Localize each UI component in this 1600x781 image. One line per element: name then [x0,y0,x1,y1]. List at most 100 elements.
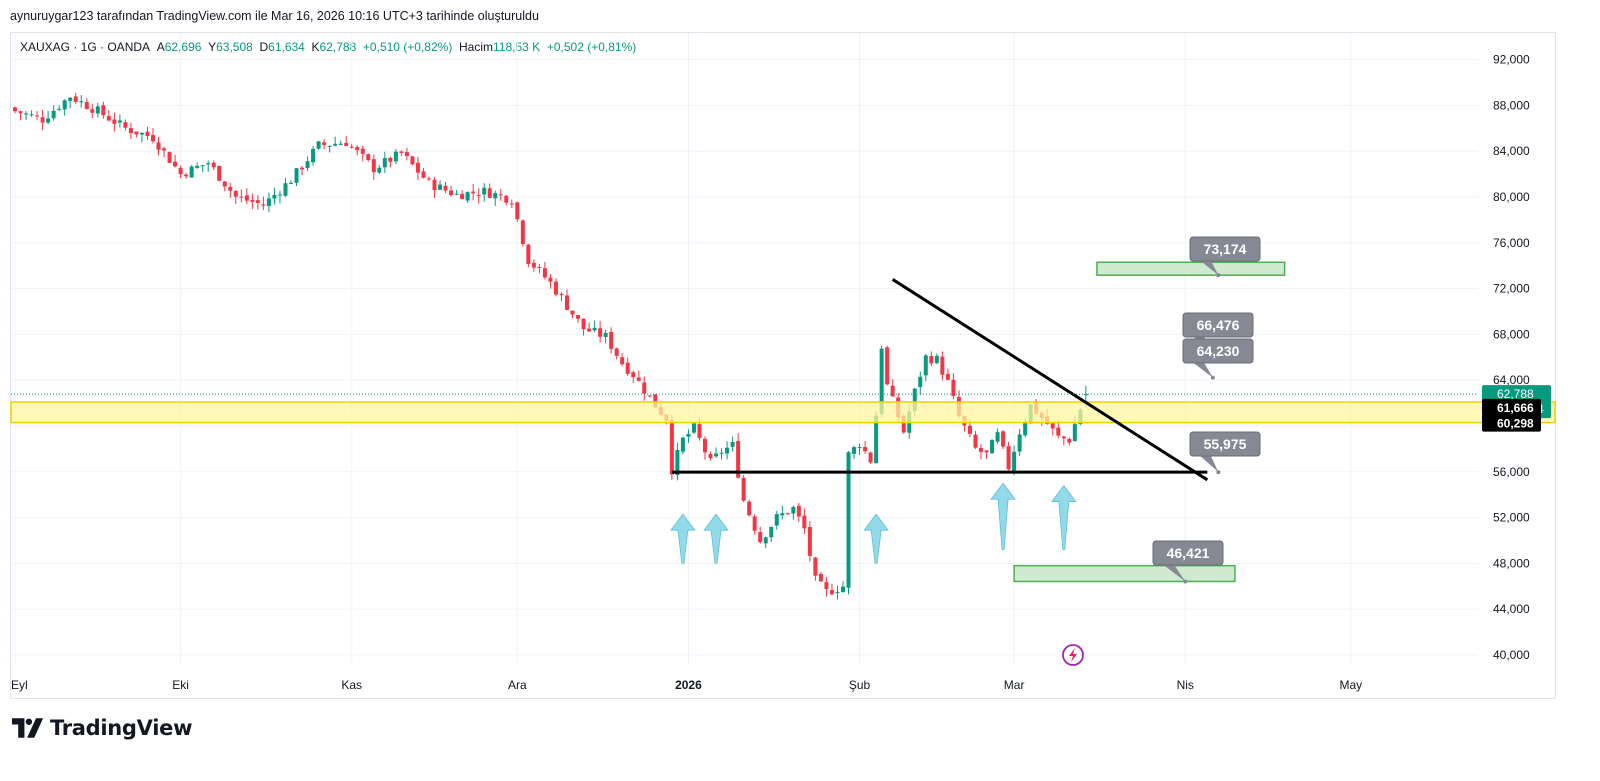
candle-body [548,277,553,282]
price-label: 60,298 [1497,417,1534,431]
callout-73-174: 73,174 [1189,236,1261,278]
candle-body [509,203,514,205]
up-arrow-2 [703,513,729,564]
callout-46-421: 46,421 [1152,540,1224,584]
candle-body [703,438,707,453]
y-tick-label: 48,000 [1493,556,1530,570]
x-tick-label: Nis [1177,678,1194,692]
candle-body [327,145,332,147]
tradingview-logo-icon [12,718,44,738]
y-tick-label: 92,000 [1493,53,1530,67]
candle-body [68,97,73,101]
candle-body [300,167,305,170]
callout-label: 46,421 [1167,545,1210,561]
candle-body [46,118,51,123]
symbol-legend: XAUXAG · 1G · OANDA A62,696 Y63,508 D61,… [20,40,636,54]
callout-box [1182,338,1254,364]
candle-body [244,195,249,201]
candle-body [399,151,404,153]
candle-body [145,131,150,137]
callout-pointer [1198,454,1219,473]
up-arrow-4 [990,482,1016,551]
candle-body [24,113,29,115]
candle-body [934,355,939,364]
candle-body [680,437,685,452]
up-arrow-3 [863,513,889,564]
candle-body [377,167,382,173]
candle-body [636,377,641,381]
candle-body [29,114,34,116]
candle-body [995,432,1000,442]
candle-body [791,507,796,514]
legend-symbol[interactable]: XAUXAG · 1G · OANDA [20,40,151,54]
legend-low-label: D [259,40,269,54]
target-box-1 [1096,261,1286,276]
candle-body [901,415,906,433]
candle-body [349,146,354,148]
candle-body [609,331,614,349]
candle-body [653,394,658,408]
candle-body [863,447,868,452]
candle-body [206,163,211,165]
candle-body [874,415,879,464]
tradingview-brand[interactable]: TradingView [12,716,192,740]
candle-body [454,193,459,195]
candle-body [747,501,752,516]
legend-low: 61,634 [268,40,305,54]
candle-body [763,537,768,544]
candle-body [818,573,823,582]
candle-body [1061,436,1066,439]
candle-body [553,281,558,295]
candle-body [929,356,934,364]
candle-body [322,142,327,145]
candle-body [360,148,365,154]
candle-body [708,454,713,459]
candle-body [128,128,133,134]
candle-body [1006,446,1011,470]
price-label: 61,666 [1497,401,1534,415]
candle-body [598,328,603,337]
candle-body [940,356,945,375]
legend-open-label: A [156,40,165,54]
candle-body [1072,424,1077,442]
candle-body [90,109,95,113]
candle-body [1023,421,1028,436]
up-arrow-1 [670,513,696,564]
candle-body [167,152,172,163]
candle-body [741,477,746,501]
candle-body [807,526,812,556]
candle-body [184,174,189,177]
candle-body [498,194,503,196]
candle-body [945,373,950,380]
legend-high: 63,508 [216,40,253,54]
callout-box [1152,540,1224,566]
candle-body [912,388,917,411]
flash-icon[interactable] [1062,644,1084,666]
candle-body [404,152,409,157]
candle-body [189,166,194,178]
candle-body [476,195,481,197]
candle-body [250,199,255,202]
candle-body [410,156,415,165]
candle-body [923,355,928,376]
candle-body [1067,438,1072,443]
candle-body [333,143,338,146]
candle-body [432,179,437,191]
legend-close: 62,788 [319,40,357,54]
candle-body [852,447,857,454]
y-tick-label: 80,000 [1493,190,1530,204]
candle-body [294,168,299,183]
candle-body [565,295,569,310]
candle-body [542,268,547,278]
candle-body [211,162,216,168]
x-tick-label: Mar [1004,678,1025,692]
candle-body [222,181,227,187]
candles [13,92,1088,600]
candle-body [57,108,62,110]
candle-body [691,423,696,433]
candle-body [868,452,873,463]
candle-body [35,115,40,117]
brand-name: TradingView [50,716,193,740]
candle-body [316,141,321,149]
